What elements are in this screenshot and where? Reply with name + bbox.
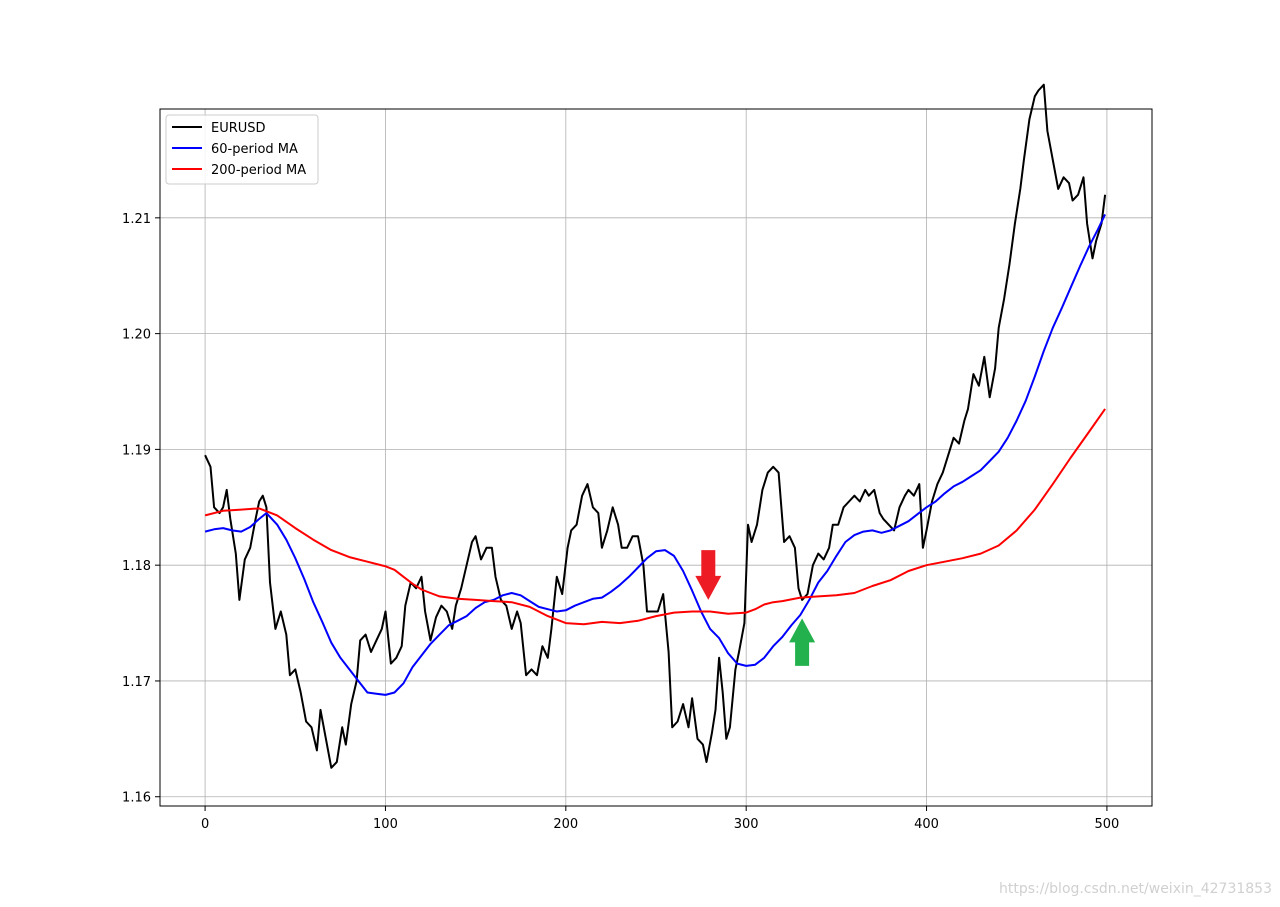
y-tick-label: 1.17	[122, 675, 151, 690]
legend-label: EURUSD	[211, 121, 266, 136]
x-tick-label: 400	[914, 817, 939, 832]
plot-frame	[159, 108, 1153, 807]
series-lines	[204, 83, 1107, 769]
x-tick-label: 100	[373, 817, 398, 832]
y-tick-label: 1.18	[122, 559, 151, 574]
series-line-1	[204, 83, 1107, 769]
legend-label: 200-period MA	[211, 163, 306, 178]
x-tick-label: 0	[201, 817, 209, 832]
grid-lines	[160, 109, 1152, 806]
arrow-annotations	[695, 550, 816, 666]
y-tick-label: 1.21	[122, 212, 151, 227]
legend-label: 60-period MA	[211, 142, 298, 157]
y-tick-label: 1.16	[122, 791, 151, 806]
x-tick-label: 200	[553, 817, 578, 832]
sell-arrow	[695, 550, 722, 600]
series-line-2	[204, 213, 1107, 696]
y-axis-ticks: 1.16 1.17 1.18 1.19 1.20 1.21	[122, 212, 160, 806]
x-axis-ticks: 0 100 200 300 400 500	[201, 806, 1119, 832]
x-tick-label: 500	[1094, 817, 1119, 832]
y-tick-label: 1.19	[122, 443, 151, 458]
buy-arrow	[789, 618, 816, 666]
x-tick-label: 300	[734, 817, 759, 832]
series-line-3	[204, 408, 1106, 626]
legend: EURUSD 60-period MA 200-period MA	[165, 114, 319, 185]
watermark-text: https://blog.csdn.net/weixin_42731853	[998, 881, 1272, 897]
legend-box	[165, 114, 319, 185]
y-tick-label: 1.20	[122, 328, 151, 343]
